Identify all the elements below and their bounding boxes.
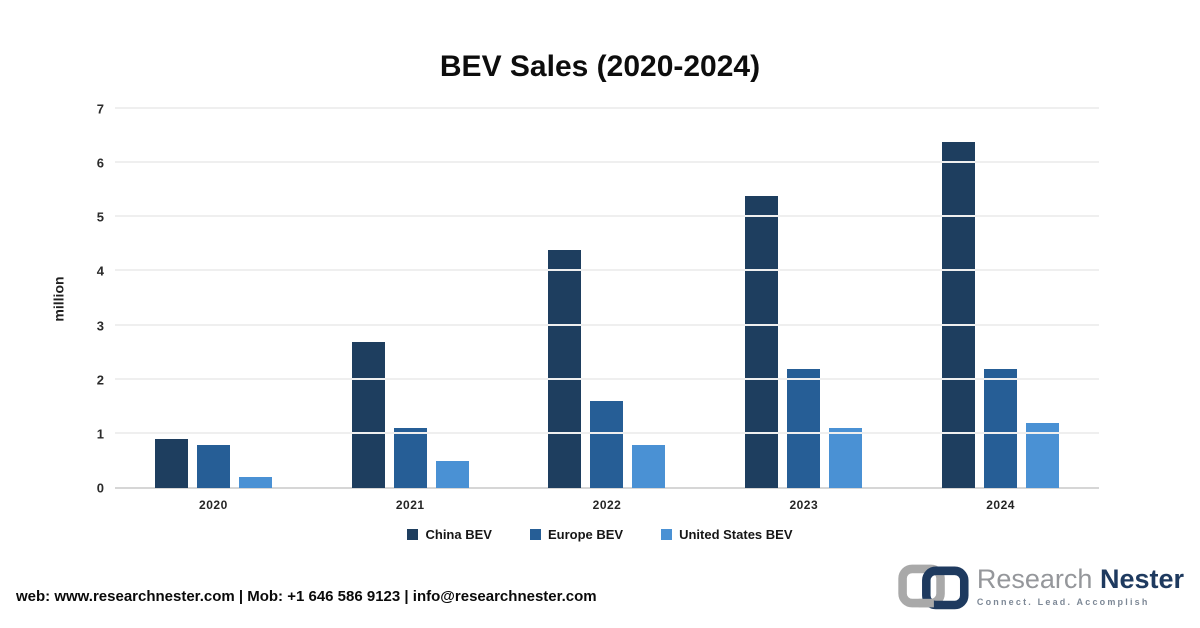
bar-europe-bev-2022	[590, 401, 624, 488]
bar-united-states-bev-2021	[435, 460, 469, 488]
legend-label-united-states-bev: United States BEV	[679, 527, 793, 542]
legend-swatch-united-states-bev	[661, 529, 673, 540]
bar-group-2021	[312, 109, 509, 488]
x-tick-label-2022: 2022	[592, 498, 622, 512]
bar-united-states-bev-2024	[1026, 423, 1060, 488]
gridline-3	[115, 323, 1099, 326]
y-tick-label-5: 5	[96, 209, 104, 225]
gridline-7	[115, 107, 1099, 109]
bar-groups	[115, 109, 1099, 488]
chart-title: BEV Sales (2020-2024)	[439, 50, 761, 83]
logo-tagline: Connect. Lead. Accomplish	[976, 596, 1150, 607]
y-tick-label-2: 2	[96, 372, 104, 388]
chain-links-icon	[898, 564, 969, 610]
bar-europe-bev-2023	[787, 368, 821, 488]
bar-united-states-bev-2023	[829, 428, 863, 488]
bar-china-bev-2023	[745, 195, 779, 488]
y-tick-label-3: 3	[96, 318, 104, 334]
gridline-4	[115, 269, 1099, 272]
bar-china-bev-2020	[154, 439, 188, 488]
legend-label-europe-bev: Europe BEV	[547, 527, 624, 542]
bar-europe-bev-2024	[984, 368, 1018, 488]
bar-europe-bev-2020	[196, 444, 230, 488]
y-axis-title: million	[51, 275, 67, 322]
y-tick-label-6: 6	[96, 155, 104, 171]
bar-china-bev-2022	[548, 249, 582, 488]
legend-item-united-states-bev: United States BEV	[661, 527, 793, 542]
bar-group-2024	[902, 109, 1099, 488]
legend-swatch-europe-bev	[529, 529, 541, 540]
gridline-5	[115, 215, 1099, 218]
bar-group-2023	[705, 109, 902, 488]
plot-area	[115, 107, 1099, 489]
legend-swatch-china-bev	[407, 529, 419, 540]
y-tick-label-0: 0	[96, 480, 104, 496]
bar-china-bev-2021	[351, 341, 385, 488]
y-axis-title-wrap: million	[48, 109, 70, 488]
legend-item-europe-bev: Europe BEV	[529, 527, 624, 542]
logo-brand-secondary: Nester	[1099, 563, 1184, 594]
chart-legend: China BEV Europe BEV United States BEV	[0, 527, 1200, 542]
gridline-1	[115, 431, 1099, 434]
footer-contact-text: web: www.researchnester.com | Mob: +1 64…	[16, 588, 597, 605]
x-tick-label-2021: 2021	[395, 498, 425, 512]
y-tick-label-7: 7	[96, 101, 104, 117]
y-axis-tick-labels: 0 1 2 3 4 5 6 7	[72, 102, 104, 496]
bar-group-2022	[509, 109, 706, 488]
logo-brand-primary: Research	[976, 563, 1093, 594]
bar-united-states-bev-2020	[238, 477, 272, 488]
gridline-2	[115, 377, 1099, 380]
bar-europe-bev-2021	[393, 428, 427, 488]
x-tick-label-2020: 2020	[199, 498, 228, 512]
legend-item-china-bev: China BEV	[407, 527, 492, 542]
bar-united-states-bev-2022	[632, 444, 666, 488]
x-axis-labels: 2020 2021 2022 2023 2024	[115, 498, 1099, 512]
logo-brand: Research Nester	[976, 563, 1184, 594]
bar-china-bev-2024	[942, 141, 976, 488]
legend-label-china-bev: China BEV	[425, 527, 492, 542]
logo-text: Research Nester Connect. Lead. Accomplis…	[976, 563, 1184, 607]
y-tick-label-1: 1	[96, 426, 104, 442]
x-tick-label-2024: 2024	[986, 498, 1015, 512]
x-axis-line	[115, 487, 1099, 489]
y-tick-label-4: 4	[96, 263, 104, 279]
gridline-6	[115, 161, 1099, 164]
x-tick-label-2023: 2023	[789, 498, 819, 512]
bar-group-2020	[115, 109, 312, 488]
research-nester-logo: Research Nester Connect. Lead. Accomplis…	[895, 558, 1184, 614]
